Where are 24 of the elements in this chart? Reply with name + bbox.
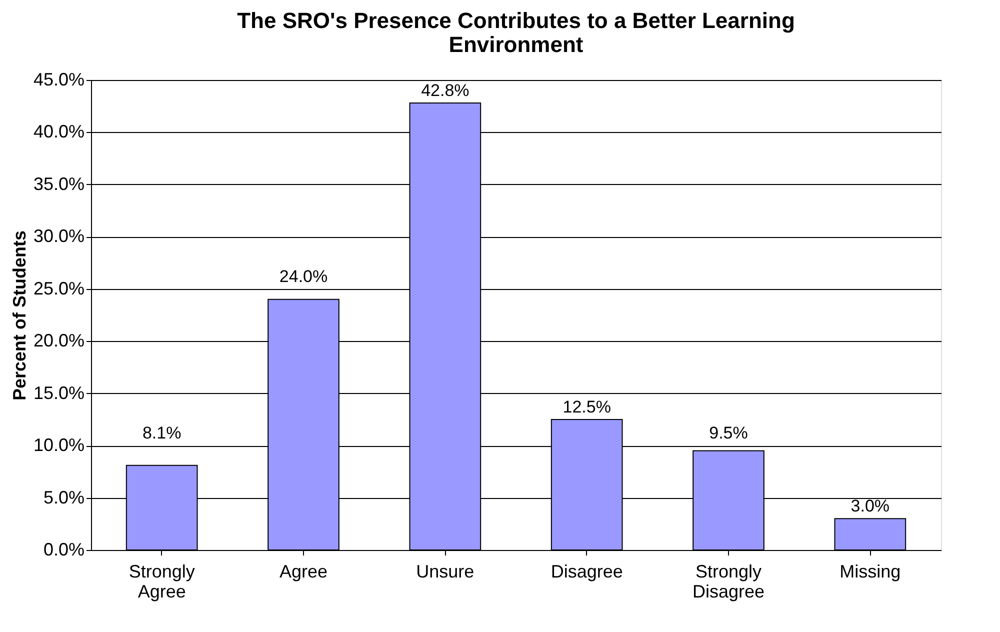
x-tick-label: Missing xyxy=(840,562,901,582)
y-tick-label: 20.0% xyxy=(33,330,84,351)
y-tick-label: 35.0% xyxy=(33,174,84,194)
y-tick-label: 25.0% xyxy=(33,278,84,298)
y-tick-label: 15.0% xyxy=(33,382,84,403)
y-tick-label: 0.0% xyxy=(43,540,84,560)
y-tick-label: 5.0% xyxy=(43,487,84,508)
y-tick-label: 45.0% xyxy=(33,70,84,90)
x-tick-label: Strongly Disagree xyxy=(692,562,765,602)
x-tick-label: Agree xyxy=(279,562,328,582)
y-tick-label: 40.0% xyxy=(33,122,84,142)
data-label: 24.0% xyxy=(279,266,328,286)
data-label: 12.5% xyxy=(562,397,611,416)
data-label: 8.1% xyxy=(142,424,182,443)
chart-title: The SRO's Presence Contributes to a Better Learning Environment xyxy=(237,8,795,57)
y-tick-label: 10.0% xyxy=(33,435,84,456)
x-tick-label: Strongly Agree xyxy=(128,562,195,602)
x-tick-label: Disagree xyxy=(550,562,623,582)
data-label: 42.8% xyxy=(421,80,470,100)
data-label: 9.5% xyxy=(709,424,748,443)
y-axis-title: Percent of Students xyxy=(9,230,30,401)
x-tick-label: Unsure xyxy=(416,562,474,582)
data-label: 3.0% xyxy=(850,496,890,516)
y-tick-label: 30.0% xyxy=(33,226,84,246)
